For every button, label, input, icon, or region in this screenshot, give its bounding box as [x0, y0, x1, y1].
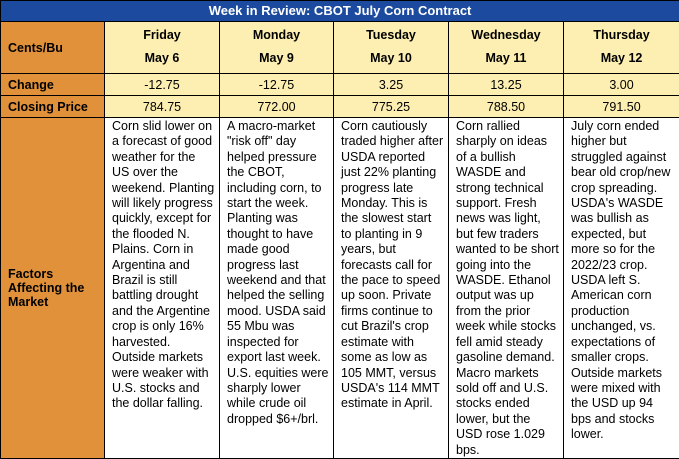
factors-text: Corn slid lower on a forecast of good we… — [105, 118, 220, 459]
closing-price-value: 775.25 — [334, 96, 449, 118]
factors-text: A macro-market "risk off" day helped pre… — [220, 118, 334, 459]
closing-price-label: Closing Price — [1, 96, 105, 118]
day-name: Tuesday — [334, 28, 448, 42]
day-date: May 9 — [220, 51, 333, 65]
factors-text: July corn ended higher but struggled aga… — [564, 118, 679, 459]
closing-price-value: 788.50 — [449, 96, 564, 118]
day-name: Thursday — [564, 28, 679, 42]
day-name: Wednesday — [449, 28, 563, 42]
change-value: 3.25 — [334, 74, 449, 96]
day-date: May 12 — [564, 51, 679, 65]
day-header-friday: Friday May 6 — [105, 22, 220, 74]
factors-label: Factors Affecting the Market — [1, 118, 105, 459]
day-header-tuesday: Tuesday May 10 — [334, 22, 449, 74]
unit-label: Cents/Bu — [1, 22, 105, 74]
closing-price-value: 784.75 — [105, 96, 220, 118]
day-header-wednesday: Wednesday May 11 — [449, 22, 564, 74]
day-name: Monday — [220, 28, 333, 42]
day-date: May 11 — [449, 51, 563, 65]
day-name: Friday — [105, 28, 219, 42]
change-label: Change — [1, 74, 105, 96]
header-row: Cents/Bu Friday May 6 Monday May 9 Tuesday… — [1, 22, 679, 74]
day-date: May 6 — [105, 51, 219, 65]
closing-price-row: Closing Price 784.75 772.00 775.25 788.5… — [1, 96, 679, 118]
factors-row: Factors Affecting the Market Corn slid l… — [1, 118, 679, 459]
closing-price-value: 772.00 — [220, 96, 334, 118]
change-value: 3.00 — [564, 74, 679, 96]
change-row: Change -12.75 -12.75 3.25 13.25 3.00 — [1, 74, 679, 96]
title-row: Week in Review: CBOT July Corn Contract — [1, 1, 679, 22]
day-header-thursday: Thursday May 12 — [564, 22, 679, 74]
closing-price-value: 791.50 — [564, 96, 679, 118]
day-date: May 10 — [334, 51, 448, 65]
day-header-monday: Monday May 9 — [220, 22, 334, 74]
change-value: 13.25 — [449, 74, 564, 96]
table-title: Week in Review: CBOT July Corn Contract — [1, 1, 679, 22]
change-value: -12.75 — [105, 74, 220, 96]
change-value: -12.75 — [220, 74, 334, 96]
factors-text: Corn cautiously traded higher after USDA… — [334, 118, 449, 459]
factors-text: Corn rallied sharply on ideas of a bulli… — [449, 118, 564, 459]
